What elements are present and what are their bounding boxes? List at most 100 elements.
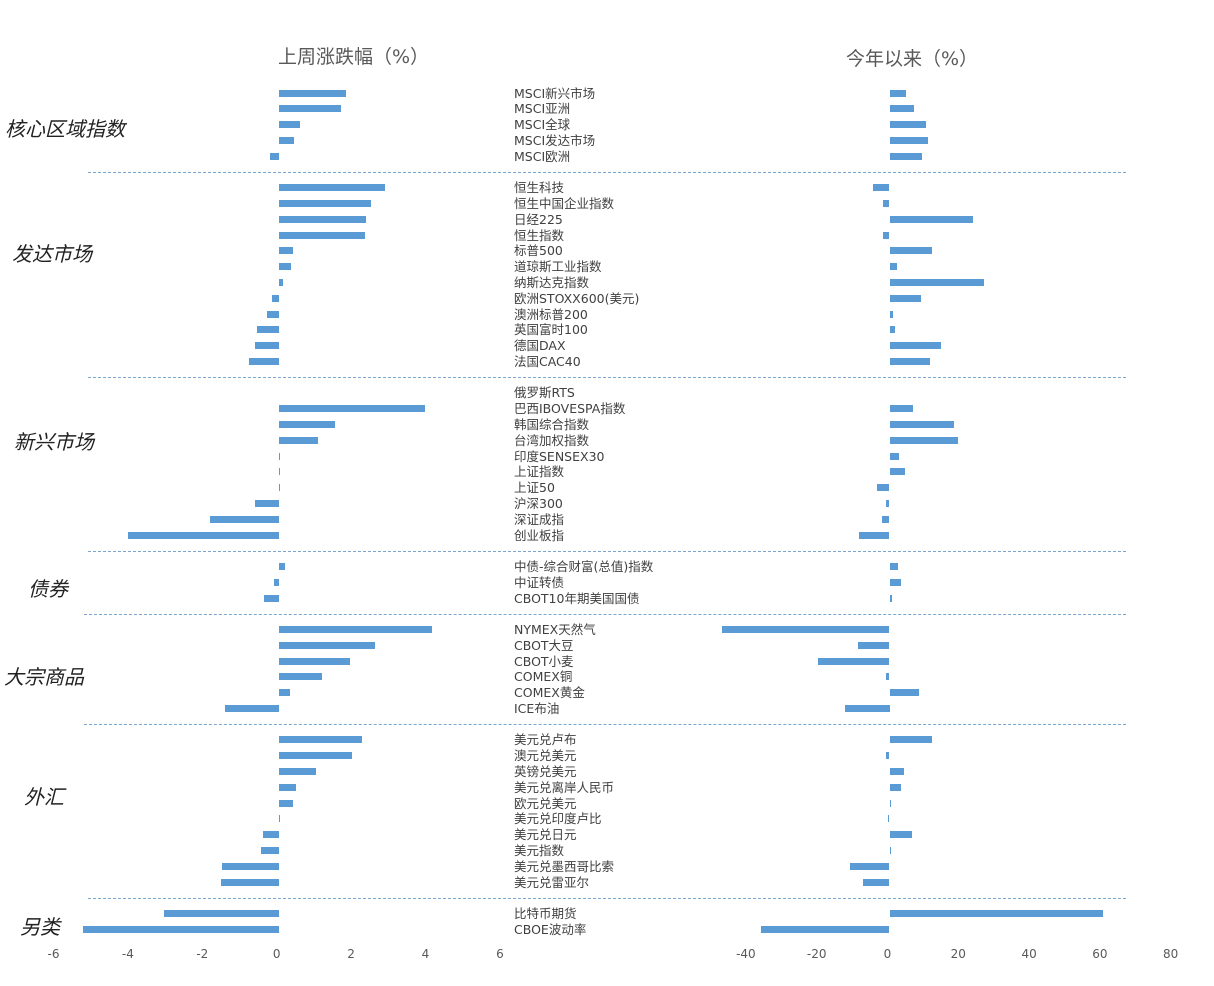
ytd-change-bar	[889, 215, 974, 223]
row-label: MSCI新兴市场	[514, 85, 596, 101]
group-label: 大宗商品	[4, 665, 84, 689]
weekly-change-bar	[278, 783, 297, 791]
row-label: 美元兑卢布	[514, 732, 577, 748]
row-label: 巴西IBOVESPA指数	[514, 401, 626, 417]
row-label: 美元兑雷亚尔	[514, 874, 590, 890]
ytd-change-bar	[885, 752, 890, 760]
weekly-change-bar	[209, 515, 279, 523]
group-label: 债券	[28, 577, 68, 601]
row-label: 沪深300	[514, 495, 563, 511]
row-label: CBOT小麦	[514, 653, 574, 669]
weekly-change-bar	[278, 767, 316, 775]
ytd-change-bar	[889, 562, 898, 570]
row-label: CBOT大豆	[514, 637, 574, 653]
ytd-change-bar	[889, 278, 984, 286]
group-label: 外汇	[24, 785, 64, 809]
ytd-change-bar	[872, 184, 890, 192]
weekly-change-bar	[278, 452, 280, 460]
x-tick-right: -40	[736, 947, 756, 961]
weekly-change-bar	[278, 136, 295, 144]
weekly-change-bar	[263, 831, 279, 839]
x-tick-left: 2	[347, 947, 355, 961]
weekly-change-bar	[278, 641, 376, 649]
weekly-change-bar	[278, 121, 300, 129]
weekly-change-bar	[128, 531, 279, 539]
row-label: 恒生中国企业指数	[514, 195, 615, 211]
weekly-change-bar	[278, 89, 347, 97]
row-label: 道琼斯工业指数	[514, 259, 602, 275]
ytd-change-bar	[889, 105, 914, 113]
group-separator	[88, 550, 1126, 552]
row-label: 日经225	[514, 211, 563, 227]
x-tick-right: 40	[1021, 947, 1037, 961]
weekly-change-bar	[278, 562, 285, 570]
weekly-change-bar	[260, 846, 279, 854]
ytd-change-bar	[862, 878, 890, 886]
row-label: 中债-综合财富(总值)指数	[514, 558, 654, 574]
weekly-change-bar	[254, 499, 279, 507]
group-label: 核心区域指数	[5, 117, 125, 141]
ytd-change-bar	[760, 925, 890, 933]
x-tick-right: 60	[1092, 947, 1108, 961]
x-tick-right: 0	[883, 947, 892, 961]
ytd-change-bar	[883, 199, 890, 207]
ytd-change-bar	[850, 862, 890, 870]
row-label: 印度SENSEX30	[514, 448, 605, 464]
row-label: 台湾加权指数	[514, 432, 590, 448]
group-separator	[88, 171, 1126, 173]
group-label: 新兴市场	[14, 430, 94, 454]
ytd-change-bar	[889, 452, 900, 460]
x-tick-right: -20	[806, 947, 827, 961]
weekly-change-bar	[271, 294, 279, 302]
weekly-change-bar	[278, 263, 291, 271]
row-label: 德国DAX	[514, 338, 566, 354]
ytd-change-bar	[889, 420, 954, 428]
weekly-change-bar	[278, 199, 371, 207]
ytd-change-bar	[877, 484, 890, 492]
weekly-change-bar	[264, 594, 279, 602]
weekly-change-bar	[225, 704, 279, 712]
row-label: MSCI亚洲	[514, 101, 571, 117]
x-tick-left: 4	[421, 947, 430, 961]
ytd-change-bar	[818, 657, 890, 665]
group-separator	[88, 377, 1126, 378]
row-label: 欧元兑美元	[514, 795, 577, 811]
x-tick-left: 6	[496, 947, 504, 961]
ytd-change-bar	[889, 436, 958, 444]
weekly-change-bar	[222, 862, 279, 870]
row-label: MSCI发达市场	[514, 132, 596, 148]
weekly-change-bar	[278, 673, 322, 681]
ytd-change-bar	[889, 294, 922, 302]
ytd-change-bar	[889, 326, 895, 334]
weekly-change-bar	[278, 736, 363, 744]
row-label: 美元指数	[514, 842, 565, 858]
weekly-change-bar	[278, 752, 352, 760]
row-label: 英镑兑美元	[514, 763, 577, 779]
ytd-change-bar	[889, 468, 906, 476]
weekly-change-bar	[278, 105, 342, 113]
ytd-change-bar	[722, 625, 890, 633]
ytd-change-bar	[845, 704, 890, 712]
title-ytd-change: 今年以来（%）	[846, 48, 979, 70]
ytd-change-bar	[889, 357, 930, 365]
weekly-change-bar	[278, 484, 280, 492]
row-label: COMEX黄金	[514, 685, 585, 701]
weekly-change-bar	[256, 326, 279, 334]
row-label: 美元兑印度卢比	[514, 811, 602, 827]
x-tick-left: -6	[47, 947, 60, 961]
ytd-change-bar	[889, 736, 933, 744]
group-label: 另类	[20, 915, 60, 939]
ytd-change-bar	[889, 909, 1104, 917]
weekly-change-bar	[278, 420, 336, 428]
ytd-change-bar	[889, 89, 907, 97]
ytd-change-bar	[889, 831, 912, 839]
weekly-change-bar	[254, 342, 279, 350]
title-weekly-change: 上周涨跌幅（%）	[278, 46, 430, 68]
ytd-change-bar	[889, 783, 901, 791]
row-label: ICE布油	[514, 700, 560, 716]
ytd-change-bar	[889, 799, 892, 807]
ytd-change-bar	[889, 405, 913, 413]
weekly-change-bar	[273, 578, 279, 586]
group-separator	[84, 613, 1126, 615]
ytd-change-bar	[889, 594, 892, 602]
